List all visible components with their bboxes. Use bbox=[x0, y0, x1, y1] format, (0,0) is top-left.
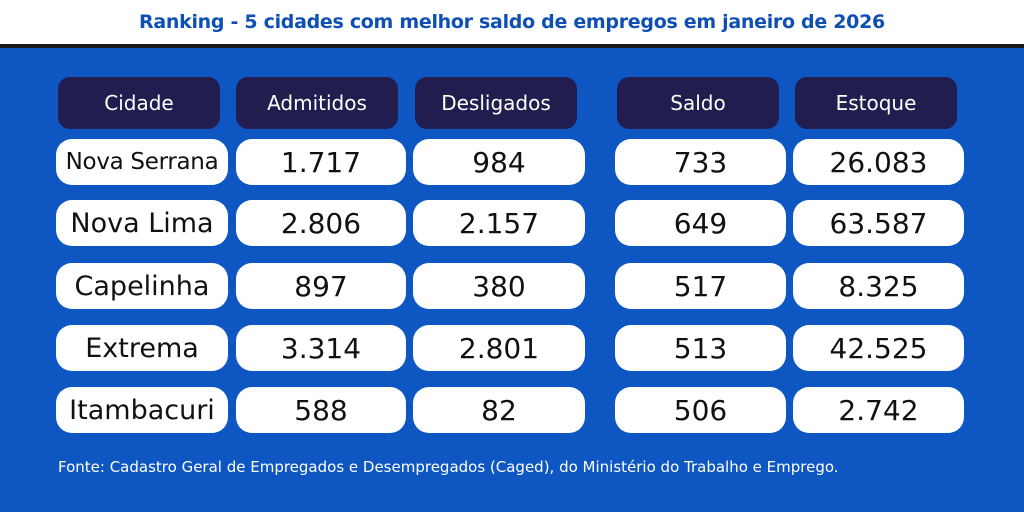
admitidos-cell: 588 bbox=[236, 387, 406, 433]
saldo-cell: 517 bbox=[615, 263, 786, 309]
estoque-cell: 26.083 bbox=[793, 139, 964, 185]
estoque-cell: 2.742 bbox=[793, 387, 964, 433]
page-title: Ranking - 5 cidades com melhor saldo de … bbox=[139, 11, 885, 33]
desligados-cell: 82 bbox=[413, 387, 585, 433]
estoque-cell: 63.587 bbox=[793, 200, 964, 246]
saldo-cell: 733 bbox=[615, 139, 786, 185]
estoque-cell: 8.325 bbox=[793, 263, 964, 309]
desligados-cell: 380 bbox=[413, 263, 585, 309]
estoque-cell: 42.525 bbox=[793, 325, 964, 371]
source-note: Fonte: Cadastro Geral de Empregados e De… bbox=[58, 458, 839, 476]
column-header-saldo: Saldo bbox=[617, 77, 779, 129]
title-bar: Ranking - 5 cidades com melhor saldo de … bbox=[0, 0, 1024, 48]
admitidos-cell: 2.806 bbox=[236, 200, 406, 246]
saldo-cell: 649 bbox=[615, 200, 786, 246]
city-cell: Capelinha bbox=[56, 263, 228, 309]
column-header-admitidos: Admitidos bbox=[236, 77, 398, 129]
desligados-cell: 984 bbox=[413, 139, 585, 185]
admitidos-cell: 897 bbox=[236, 263, 406, 309]
saldo-cell: 513 bbox=[615, 325, 786, 371]
admitidos-cell: 1.717 bbox=[236, 139, 406, 185]
column-header-cidade: Cidade bbox=[58, 77, 220, 129]
saldo-cell: 506 bbox=[615, 387, 786, 433]
admitidos-cell: 3.314 bbox=[236, 325, 406, 371]
column-header-desligados: Desligados bbox=[415, 77, 577, 129]
desligados-cell: 2.157 bbox=[413, 200, 585, 246]
desligados-cell: 2.801 bbox=[413, 325, 585, 371]
city-cell: Itambacuri bbox=[56, 387, 228, 433]
column-header-estoque: Estoque bbox=[795, 77, 957, 129]
city-cell: Nova Serrana bbox=[56, 139, 228, 185]
city-cell: Extrema bbox=[56, 325, 228, 371]
city-cell: Nova Lima bbox=[56, 200, 228, 246]
